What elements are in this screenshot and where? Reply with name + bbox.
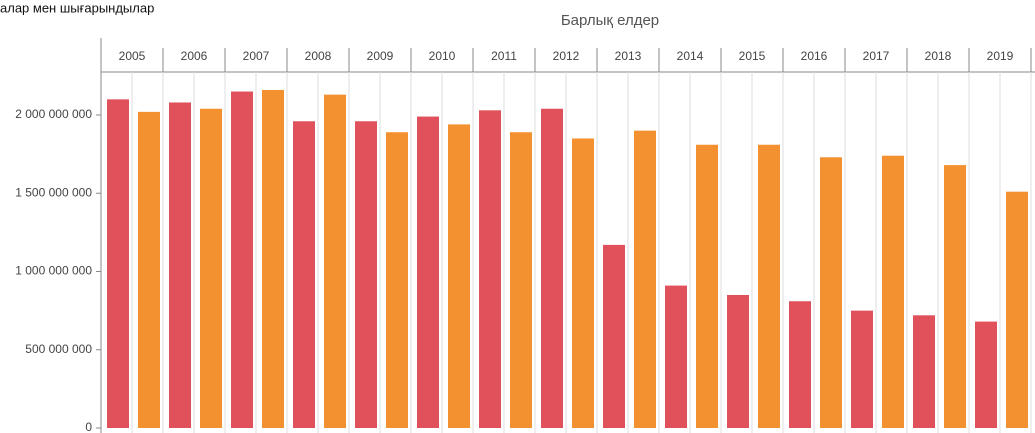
x-tick-label: 2019: [987, 49, 1014, 63]
bar: [820, 157, 842, 428]
bar: [386, 132, 408, 428]
x-tick-label: 2015: [739, 49, 766, 63]
bar: [262, 89, 284, 429]
bar: [975, 321, 997, 428]
bar: [789, 301, 811, 428]
bar: [231, 91, 253, 429]
bar: [882, 155, 904, 428]
bar: [758, 144, 780, 429]
bar: [355, 121, 377, 428]
bar: [944, 165, 966, 428]
bar: [572, 138, 594, 428]
bar: [541, 108, 563, 429]
y-tick-label: 2 000 000 000: [15, 107, 92, 121]
bar: [510, 132, 532, 428]
x-tick-label: 2011: [491, 49, 517, 63]
bar: [417, 116, 439, 428]
bar: [200, 108, 222, 429]
bar: [324, 94, 346, 428]
bar: [293, 121, 315, 428]
bar: [1006, 191, 1028, 428]
x-tick-label: 2016: [801, 49, 828, 63]
y-tick-label: 1 500 000 000: [15, 185, 92, 199]
bar: [727, 294, 749, 428]
bar: [138, 111, 160, 429]
bar: [696, 144, 718, 429]
x-tick-label: 2013: [615, 49, 642, 63]
chart-title: алар мен шығарындылар: [0, 0, 154, 15]
y-tick-label: 500 000 000: [25, 342, 92, 356]
chart-subtitle: Барлық елдер: [561, 12, 659, 29]
x-tick-label: 2009: [367, 49, 394, 63]
bar: [665, 285, 687, 428]
bar: [169, 102, 191, 428]
y-tick-label: 0: [85, 420, 92, 433]
x-tick-label: 2010: [429, 49, 456, 63]
y-tick-label: 1 000 000 000: [15, 264, 92, 278]
x-tick-label: 2006: [181, 49, 208, 63]
x-tick-label: 2017: [863, 49, 890, 63]
x-tick-label: 2012: [553, 49, 580, 63]
bar: [107, 99, 129, 428]
x-tick-label: 2014: [677, 49, 704, 63]
x-tick-label: 2018: [925, 49, 952, 63]
x-tick-label: 2007: [243, 49, 270, 63]
bar: [448, 124, 470, 428]
bar: [634, 130, 656, 428]
bar: [603, 244, 625, 428]
x-tick-label: 2008: [305, 49, 332, 63]
x-tick-label: 2005: [119, 49, 146, 63]
bar: [851, 310, 873, 428]
bar: [913, 315, 935, 428]
bar: [479, 110, 501, 429]
